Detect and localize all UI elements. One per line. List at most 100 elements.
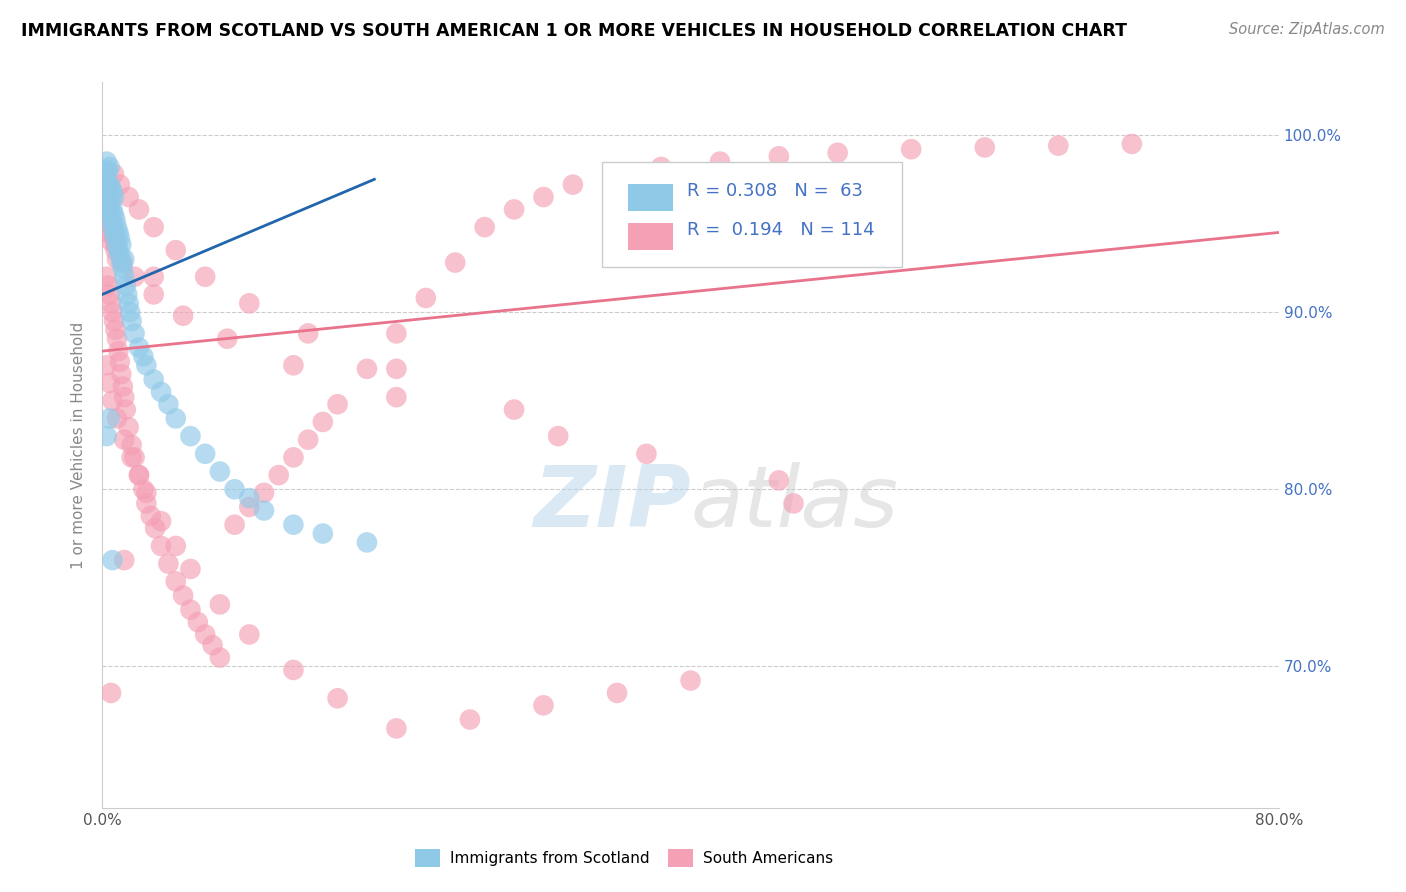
Point: [101, 553, 124, 567]
Bar: [628, 184, 673, 211]
Point: [326, 397, 349, 411]
Point: [96, 185, 118, 199]
Point: [128, 202, 150, 217]
Point: [157, 557, 180, 571]
Point: [1047, 138, 1070, 153]
Point: [97, 278, 120, 293]
Point: [121, 450, 143, 465]
Point: [253, 503, 276, 517]
Point: [100, 181, 122, 195]
Point: [105, 332, 128, 346]
Point: [636, 447, 658, 461]
Y-axis label: 1 or more Vehicles in Household: 1 or more Vehicles in Household: [72, 321, 86, 568]
Point: [150, 539, 173, 553]
Point: [679, 673, 702, 688]
Point: [312, 415, 335, 429]
Point: [98, 287, 121, 301]
Point: [238, 296, 260, 310]
Bar: [628, 223, 673, 250]
Point: [326, 691, 349, 706]
Text: atlas: atlas: [690, 461, 898, 545]
Point: [104, 237, 127, 252]
Point: [100, 686, 122, 700]
Point: [208, 598, 231, 612]
Point: [98, 190, 121, 204]
Point: [100, 213, 122, 227]
Point: [283, 450, 305, 465]
Point: [165, 574, 187, 589]
Point: [172, 309, 194, 323]
Point: [385, 722, 408, 736]
Point: [110, 255, 132, 269]
Point: [98, 202, 121, 217]
Point: [115, 287, 138, 301]
Point: [458, 713, 481, 727]
Point: [101, 220, 124, 235]
Point: [94, 217, 117, 231]
Text: IMMIGRANTS FROM SCOTLAND VS SOUTH AMERICAN 1 OR MORE VEHICLES IN HOUSEHOLD CORRE: IMMIGRANTS FROM SCOTLAND VS SOUTH AMERIC…: [21, 22, 1128, 40]
Point: [124, 450, 146, 465]
Point: [98, 178, 121, 192]
Point: [224, 483, 246, 497]
Point: [107, 243, 129, 257]
Point: [96, 269, 118, 284]
Point: [547, 429, 569, 443]
Point: [97, 163, 120, 178]
Point: [112, 390, 135, 404]
Point: [385, 326, 408, 341]
Point: [96, 359, 118, 373]
Point: [165, 411, 187, 425]
Point: [297, 326, 319, 341]
Point: [1121, 136, 1143, 151]
Point: [118, 420, 141, 434]
Point: [100, 235, 122, 249]
Point: [114, 402, 136, 417]
Point: [93, 181, 115, 195]
Point: [98, 411, 121, 425]
Point: [112, 269, 135, 284]
Point: [118, 296, 141, 310]
Text: R =  0.194   N = 114: R = 0.194 N = 114: [688, 221, 875, 239]
Point: [253, 485, 276, 500]
Point: [94, 163, 117, 178]
Point: [973, 140, 995, 154]
Point: [98, 208, 121, 222]
Point: [107, 226, 129, 240]
Point: [124, 326, 146, 341]
Point: [118, 190, 141, 204]
Point: [104, 231, 127, 245]
Point: [267, 468, 290, 483]
Point: [238, 627, 260, 641]
Point: [97, 199, 120, 213]
Point: [142, 372, 165, 386]
Point: [132, 483, 155, 497]
Point: [165, 539, 187, 553]
Point: [768, 149, 790, 163]
Point: [111, 255, 134, 269]
Point: [709, 154, 731, 169]
Point: [101, 305, 124, 319]
Point: [283, 359, 305, 373]
Point: [108, 178, 131, 192]
Point: [139, 508, 162, 523]
Point: [768, 474, 790, 488]
Point: [606, 686, 628, 700]
Point: [128, 468, 150, 483]
Point: [101, 220, 124, 235]
Point: [533, 190, 555, 204]
Point: [150, 514, 173, 528]
Point: [98, 376, 121, 390]
Point: [385, 390, 408, 404]
Point: [201, 638, 224, 652]
Point: [101, 202, 124, 217]
Point: [101, 393, 124, 408]
Point: [103, 167, 125, 181]
Point: [503, 402, 526, 417]
Point: [103, 231, 125, 245]
Point: [100, 213, 122, 227]
Text: South Americans: South Americans: [703, 851, 834, 865]
Point: [533, 698, 555, 713]
Point: [107, 344, 129, 359]
Point: [104, 323, 127, 337]
Point: [194, 627, 217, 641]
